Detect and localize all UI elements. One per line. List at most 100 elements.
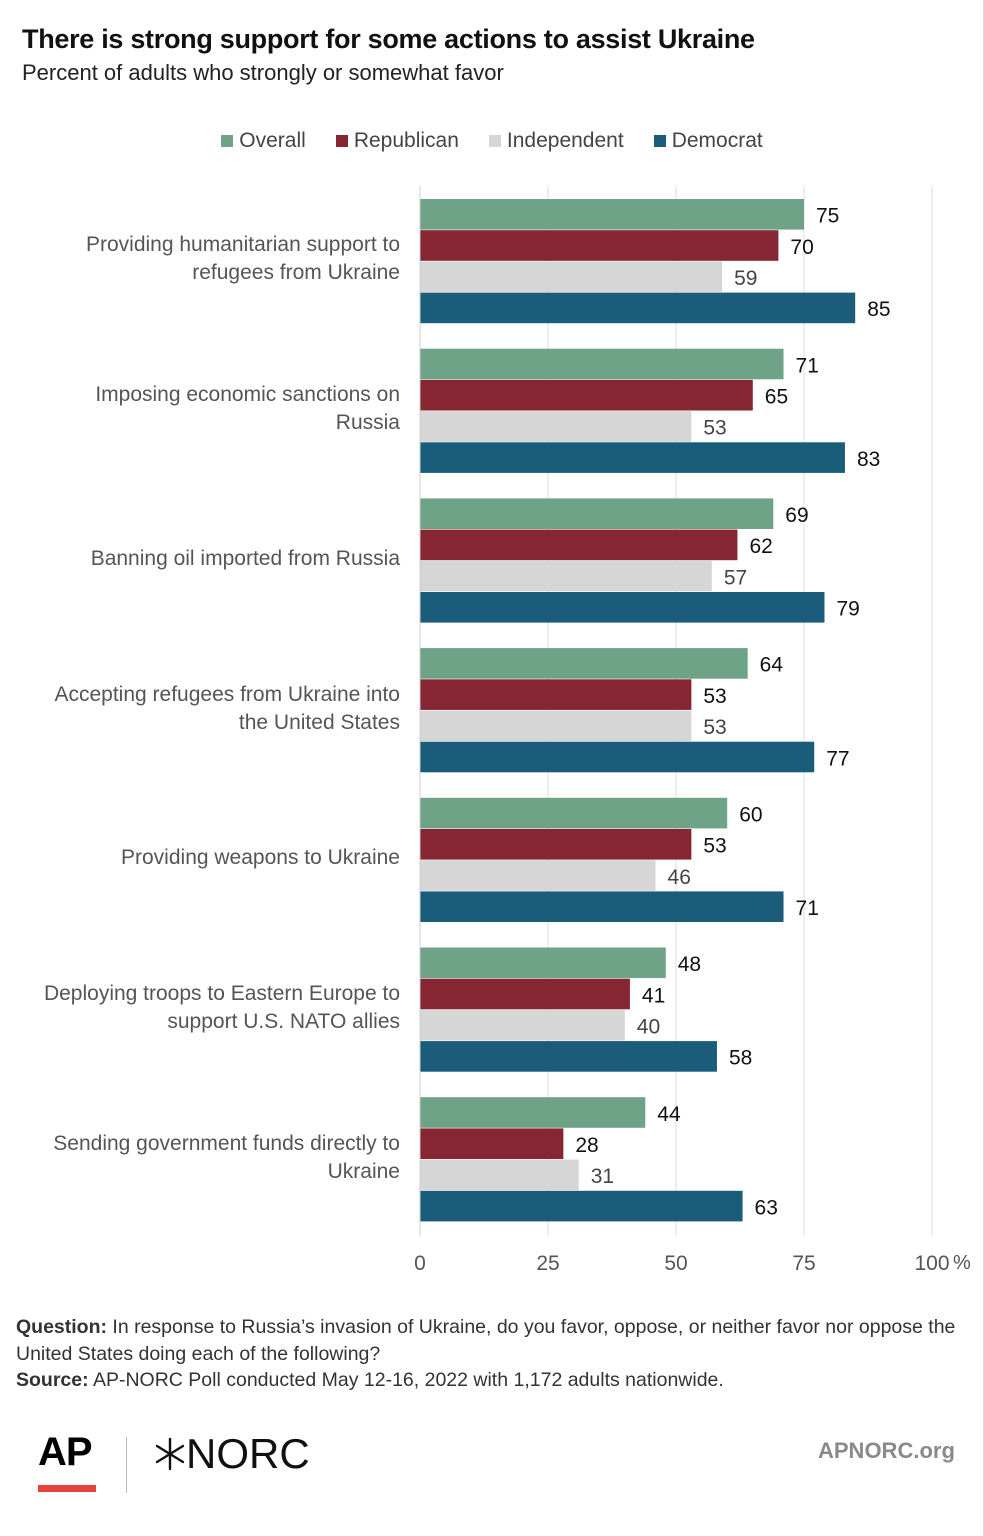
bar-overall <box>420 348 784 380</box>
ap-logo-bar <box>38 1485 96 1492</box>
bar-democrat <box>420 592 825 623</box>
category-label-line: support U.S. NATO allies <box>167 1009 400 1033</box>
category-label-line: refugees from Ukraine <box>192 261 400 285</box>
bar-overall <box>420 498 774 529</box>
legend-label-republican: Republican <box>353 129 459 152</box>
x-tick-label: 25 <box>536 1252 559 1275</box>
bar-overall <box>420 947 666 979</box>
site-link[interactable]: APNORC.org <box>818 1438 955 1463</box>
data-label: 41 <box>642 984 665 1007</box>
bar-republican <box>420 529 738 561</box>
bar-independent <box>420 860 656 891</box>
data-label: 63 <box>755 1196 778 1219</box>
bar-republican <box>420 829 692 860</box>
logo-divider <box>126 1437 127 1493</box>
data-label: 53 <box>703 716 726 739</box>
data-label: 62 <box>749 535 772 558</box>
category-label-line: Sending government funds directly to <box>53 1131 400 1155</box>
bar-republican <box>420 230 779 261</box>
data-label: 58 <box>729 1047 752 1070</box>
question-label: Question: <box>16 1316 107 1338</box>
bar-independent <box>420 1159 579 1191</box>
category-label-line: Ukraine <box>327 1159 400 1183</box>
category-label-line: Accepting refugees from Ukraine into <box>54 682 400 706</box>
legend: Overall Republican Independent Democrat <box>0 129 984 153</box>
category-label: Providing weapons to Ukraine <box>0 844 400 872</box>
legend-item-democrat: Democrat <box>653 129 763 153</box>
data-label: 71 <box>796 354 819 377</box>
ap-logo: AP <box>38 1430 93 1474</box>
data-label: 69 <box>785 504 808 527</box>
category-label-line: Imposing economic sanctions on <box>95 383 400 407</box>
bar-independent <box>420 1009 625 1041</box>
bar-overall <box>420 648 748 679</box>
bar-independent <box>420 261 723 292</box>
bar-independent <box>420 710 692 742</box>
data-label: 48 <box>678 953 701 976</box>
data-label: 60 <box>739 803 762 826</box>
bar-overall <box>420 199 804 230</box>
norc-star-icon <box>155 1437 185 1471</box>
data-label: 44 <box>657 1103 681 1126</box>
data-label: 46 <box>668 866 691 889</box>
bar-independent <box>420 560 712 592</box>
chart-subtitle: Percent of adults who strongly or somewh… <box>22 60 504 85</box>
category-label: Accepting refugees from Ukraine into the … <box>0 681 400 737</box>
data-label: 83 <box>857 448 880 471</box>
bar-democrat <box>420 292 856 324</box>
legend-swatch-overall <box>221 135 234 147</box>
bar-overall <box>420 1097 646 1128</box>
source-text: AP-NORC Poll conducted May 12-16, 2022 w… <box>88 1369 724 1391</box>
x-tick-label: 75 <box>792 1252 815 1275</box>
legend-item-republican: Republican <box>335 129 459 153</box>
source-label: Source: <box>16 1369 89 1391</box>
category-label-line: Deploying troops to Eastern Europe to <box>43 981 400 1005</box>
data-label: 53 <box>703 685 726 708</box>
category-label: Banning oil imported from Russia <box>0 545 400 573</box>
norc-logo-text: NORC <box>186 1430 310 1477</box>
legend-label-overall: Overall <box>239 129 306 152</box>
data-label: 31 <box>591 1165 614 1188</box>
data-label: 28 <box>575 1134 598 1157</box>
data-label: 57 <box>724 566 747 589</box>
category-label-line: Banning oil imported from Russia <box>90 546 400 570</box>
legend-swatch-independent <box>488 135 501 147</box>
category-label: Imposing economic sanctions on Russia <box>0 381 400 437</box>
bar-republican <box>420 978 630 1010</box>
bar-democrat <box>420 442 845 473</box>
data-label: 77 <box>826 747 849 770</box>
data-label: 53 <box>703 835 726 858</box>
category-label-line: Providing weapons to Ukraine <box>121 846 400 870</box>
bar-democrat <box>420 1190 743 1222</box>
data-label: 59 <box>734 267 757 290</box>
x-tick-label: 100 <box>914 1252 949 1275</box>
chart-title: There is strong support for some actions… <box>22 24 755 54</box>
category-label-line: Providing humanitarian support to <box>85 233 400 257</box>
data-label: 40 <box>637 1016 660 1039</box>
legend-label-democrat: Democrat <box>671 129 763 152</box>
category-label: Deploying troops to Eastern Europe to sup… <box>0 980 400 1036</box>
question-text: In response to Russia’s invasion of Ukra… <box>16 1316 956 1365</box>
category-label: Providing humanitarian support to refugee… <box>0 231 400 287</box>
legend-item-overall: Overall <box>221 129 306 153</box>
category-label-line: Russia <box>335 411 400 435</box>
data-label: 64 <box>760 654 784 677</box>
footnote: Question: In response to Russia’s invasi… <box>16 1314 966 1394</box>
data-label: 70 <box>790 236 813 259</box>
category-label: Sending government funds directly to Ukra… <box>0 1130 400 1186</box>
legend-label-independent: Independent <box>506 129 624 152</box>
category-label-line: the United States <box>238 710 400 734</box>
bar-democrat <box>420 741 815 773</box>
x-tick-label: 0 <box>414 1252 426 1275</box>
legend-swatch-republican <box>335 135 348 147</box>
x-unit-label: % <box>953 1252 971 1274</box>
x-tick-label: 50 <box>664 1252 687 1275</box>
bar-republican <box>420 1128 564 1159</box>
bar-chart: 7570598571655383696257796453537760534671… <box>414 186 971 1275</box>
data-label: 85 <box>867 298 890 321</box>
data-label: 75 <box>816 205 839 228</box>
data-label: 71 <box>796 897 819 920</box>
bar-republican <box>420 679 692 710</box>
data-label: 79 <box>836 598 859 621</box>
data-label: 65 <box>765 386 788 409</box>
